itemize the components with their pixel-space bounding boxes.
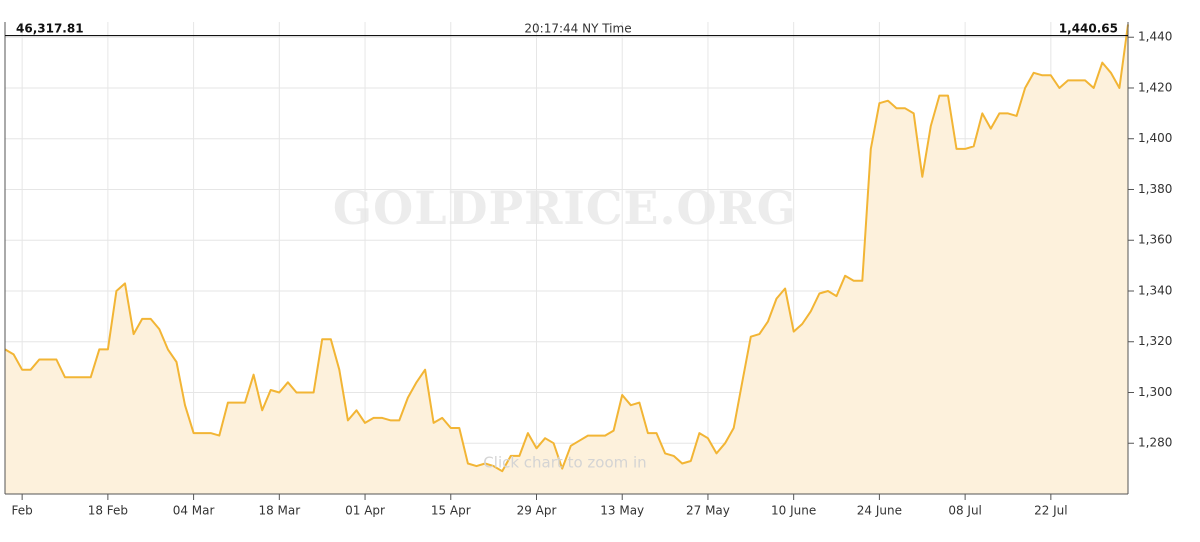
x-tick-label: 08 Jul bbox=[948, 504, 982, 518]
x-tick-label: 13 May bbox=[600, 504, 644, 518]
y-tick-label: 1,400 bbox=[1138, 131, 1172, 145]
y-tick-label: 1,320 bbox=[1138, 334, 1172, 348]
x-tick-label: 29 Apr bbox=[517, 504, 557, 518]
header-left: 46,317.81 bbox=[16, 22, 84, 36]
x-tick-label: 18 Mar bbox=[258, 504, 300, 518]
x-tick-label: 27 May bbox=[686, 504, 730, 518]
y-tick-label: 1,440 bbox=[1138, 30, 1172, 44]
y-tick-label: 1,420 bbox=[1138, 80, 1172, 94]
x-tick-label: 15 Apr bbox=[431, 504, 471, 518]
y-tick-label: 1,380 bbox=[1138, 182, 1172, 196]
y-tick-label: 1,280 bbox=[1138, 436, 1172, 450]
watermark: GOLDPRICE.ORG bbox=[333, 181, 797, 235]
x-tick-label: 04 Mar bbox=[173, 504, 215, 518]
header-center: 20:17:44 NY Time bbox=[524, 22, 631, 36]
y-tick-label: 1,300 bbox=[1138, 385, 1172, 399]
x-tick-label: 24 June bbox=[857, 504, 902, 518]
y-tick-label: 1,340 bbox=[1138, 283, 1172, 297]
x-tick-label: Feb bbox=[12, 504, 33, 518]
zoom-hint: Click chart to zoom in bbox=[483, 454, 646, 472]
area bbox=[5, 24, 1128, 494]
current-price-label: 1,440.65 bbox=[1059, 22, 1118, 36]
y-tick-label: 1,360 bbox=[1138, 233, 1172, 247]
x-tick-label: 01 Apr bbox=[345, 504, 385, 518]
line bbox=[4, 24, 1129, 473]
x-tick-label: 10 June bbox=[771, 504, 816, 518]
x-tick-label: 22 Jul bbox=[1034, 504, 1068, 518]
x-tick-label: 18 Feb bbox=[88, 504, 128, 518]
